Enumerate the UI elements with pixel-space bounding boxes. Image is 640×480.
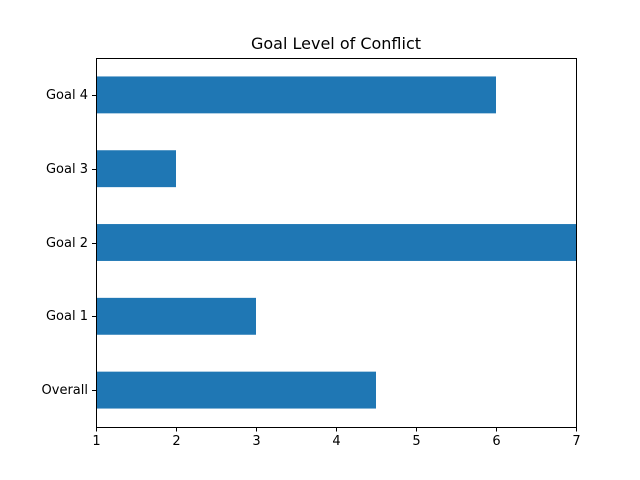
y-tick-label: Goal 1: [46, 309, 88, 324]
y-tick-label: Overall: [42, 383, 88, 398]
bars-layer: [96, 76, 576, 409]
x-tick-label: 1: [92, 434, 100, 449]
y-tick-label: Goal 2: [46, 236, 88, 251]
plot-frame: [96, 58, 577, 428]
bar-goal-2: [96, 224, 576, 261]
bar-goal-1: [96, 297, 256, 335]
y-tick-label: Goal 3: [46, 162, 88, 177]
x-tick-label: 3: [252, 434, 260, 449]
bar-goal-3: [96, 150, 176, 188]
y-tick-label: Goal 4: [46, 88, 88, 103]
x-tick-label: 6: [492, 434, 500, 449]
chart-title: Goal Level of Conflict: [251, 34, 421, 53]
ticks-layer: Overall Goal 1 Goal 2 Goal 3 Goal 4 1 2 3 4 5 6 7: [42, 88, 581, 449]
x-tick-label: 4: [332, 434, 340, 449]
x-tick-label: 7: [572, 434, 580, 449]
x-tick-label: 2: [172, 434, 180, 449]
bar-goal-4: [96, 76, 496, 114]
x-tick-label: 5: [412, 434, 420, 449]
bar-overall: [96, 371, 376, 409]
